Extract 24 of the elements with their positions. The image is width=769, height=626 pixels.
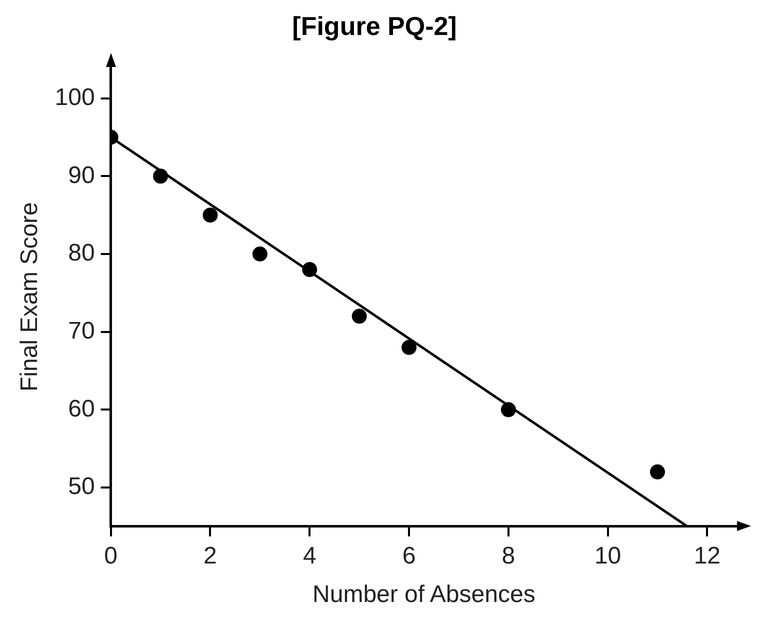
- point: [153, 168, 168, 184]
- y-tick-label: 50: [68, 473, 95, 500]
- point: [500, 402, 516, 418]
- point: [202, 208, 218, 223]
- x-axis-title: Number of Absences: [312, 581, 536, 608]
- y-tick-label: 60: [68, 395, 95, 422]
- y-tick-label: 70: [68, 317, 95, 344]
- x-tick-label: 6: [402, 542, 416, 570]
- x-tick-label: 4: [302, 542, 316, 570]
- y-tick-label: 90: [68, 162, 95, 189]
- x-tick-label: 10: [594, 542, 622, 570]
- point: [352, 308, 367, 324]
- y-tick-label: 100: [54, 84, 95, 111]
- y-tick-label: 80: [68, 240, 95, 267]
- y-axis-title: Final Exam Score: [16, 202, 44, 392]
- point: [650, 464, 665, 480]
- x-tick-label: 12: [694, 542, 721, 570]
- x-tick-label: 8: [502, 542, 516, 570]
- point: [252, 246, 268, 262]
- x-tick-label: 0: [104, 542, 118, 570]
- point: [402, 340, 417, 355]
- x-tick-label: 2: [204, 542, 217, 570]
- point: [302, 262, 318, 278]
- chart-title: [Figure PQ-2]: [292, 10, 457, 41]
